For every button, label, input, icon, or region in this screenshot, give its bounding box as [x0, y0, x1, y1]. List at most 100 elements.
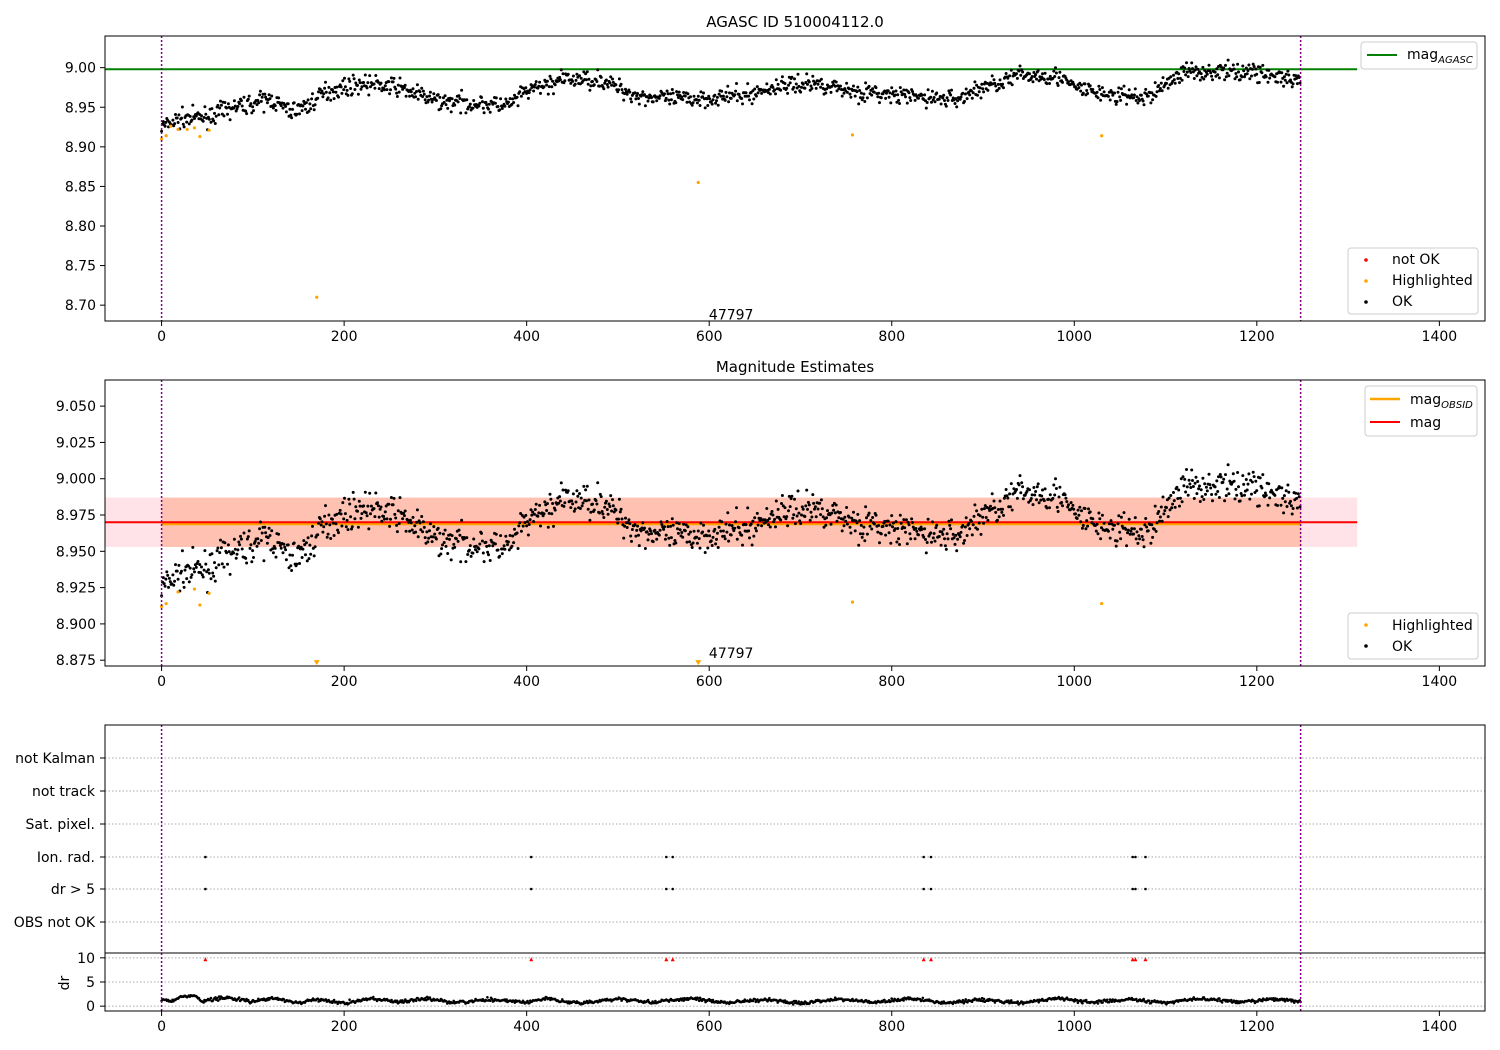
ok-point — [588, 518, 592, 522]
ok-point — [948, 523, 952, 527]
ok-point — [203, 549, 207, 553]
dr-clipped-marker — [1143, 957, 1148, 962]
ok-point — [614, 508, 618, 512]
ok-point — [1116, 90, 1120, 94]
ok-point — [614, 83, 618, 87]
ok-point — [245, 537, 249, 541]
ok-point — [754, 529, 758, 533]
ok-point — [572, 509, 576, 513]
ok-point — [668, 543, 672, 547]
ok-point — [1195, 492, 1199, 496]
ok-point — [352, 77, 356, 81]
ok-point — [810, 515, 814, 519]
ok-point — [415, 90, 418, 93]
ok-point — [1008, 505, 1012, 509]
ok-point — [1252, 65, 1256, 68]
ok-point — [306, 98, 310, 102]
ok-point — [1080, 509, 1083, 513]
ok-point — [460, 518, 464, 522]
ok-point — [707, 529, 711, 533]
ok-point — [216, 103, 220, 107]
dr-point — [390, 998, 393, 1002]
ok-point — [832, 508, 836, 512]
ok-point — [191, 103, 195, 107]
ok-point — [532, 85, 536, 89]
ok-point — [767, 517, 771, 521]
ok-point — [1178, 496, 1182, 500]
ok-point — [291, 107, 294, 111]
dr-point — [282, 998, 286, 1001]
ok-point — [884, 533, 888, 537]
highlighted-point — [315, 295, 319, 299]
ok-point — [1130, 93, 1134, 97]
flag-point — [1134, 887, 1137, 891]
plot-marks — [105, 36, 1358, 321]
ok-point — [1108, 98, 1112, 102]
ok-point — [391, 80, 395, 84]
ok-point — [804, 504, 808, 508]
ok-point — [383, 510, 387, 514]
ok-point — [756, 523, 760, 527]
ok-point — [887, 95, 891, 99]
ok-point — [1132, 532, 1136, 536]
ok-point — [196, 560, 200, 563]
ok-point — [930, 540, 933, 544]
ok-point — [1041, 488, 1044, 492]
ok-point — [168, 580, 172, 584]
x-tick-label: 600 — [696, 674, 723, 690]
ok-point — [728, 523, 731, 527]
ok-point — [328, 91, 332, 95]
plot-frame — [104, 379, 1486, 667]
ok-point — [891, 90, 895, 94]
ok-point — [1227, 74, 1231, 78]
ok-point — [657, 96, 661, 100]
ok-point — [1154, 529, 1158, 533]
ok-point — [952, 536, 956, 540]
dr-point — [794, 999, 798, 1003]
ok-point — [920, 93, 924, 97]
ok-point — [288, 107, 292, 111]
ok-point — [482, 111, 486, 115]
ok-point — [267, 93, 271, 97]
dr-point — [797, 1000, 800, 1003]
ok-point — [182, 125, 186, 129]
ok-point — [1225, 71, 1229, 75]
ok-point — [1134, 537, 1138, 541]
ok-point — [633, 523, 637, 527]
ok-point — [768, 92, 772, 96]
ok-point — [584, 78, 588, 82]
ok-point — [1285, 81, 1289, 85]
ok-point — [1261, 63, 1265, 67]
ok-point — [374, 491, 378, 495]
ok-point — [973, 80, 977, 84]
ok-point — [1167, 496, 1171, 500]
dr-point — [428, 996, 432, 999]
legend-marker-highlighted — [1364, 623, 1368, 627]
ok-point — [1285, 505, 1289, 508]
ok-point — [249, 543, 253, 547]
highlighted-point — [198, 134, 202, 139]
ok-point — [774, 525, 777, 529]
ok-point — [1226, 463, 1230, 467]
ok-point — [1266, 80, 1270, 84]
ok-point — [1298, 81, 1302, 85]
ok-point — [1081, 524, 1085, 527]
ok-point — [468, 102, 472, 106]
ok-point — [1042, 78, 1046, 82]
y-tick-label: 8.875 — [56, 653, 96, 669]
ok-point — [502, 544, 506, 548]
ok-point — [968, 93, 972, 97]
highlighted-point — [207, 128, 211, 132]
dr-point — [832, 998, 836, 1002]
ok-point — [177, 113, 181, 117]
ok-point — [226, 102, 230, 106]
legend-label-highlighted: Highlighted — [1392, 618, 1473, 634]
ok-point — [508, 534, 512, 537]
ok-point — [465, 98, 469, 102]
ok-point — [426, 540, 430, 544]
ok-point — [1031, 503, 1035, 507]
ok-point — [726, 511, 730, 515]
ok-point — [418, 90, 422, 94]
ok-point — [1137, 534, 1141, 538]
ok-point — [658, 528, 662, 532]
